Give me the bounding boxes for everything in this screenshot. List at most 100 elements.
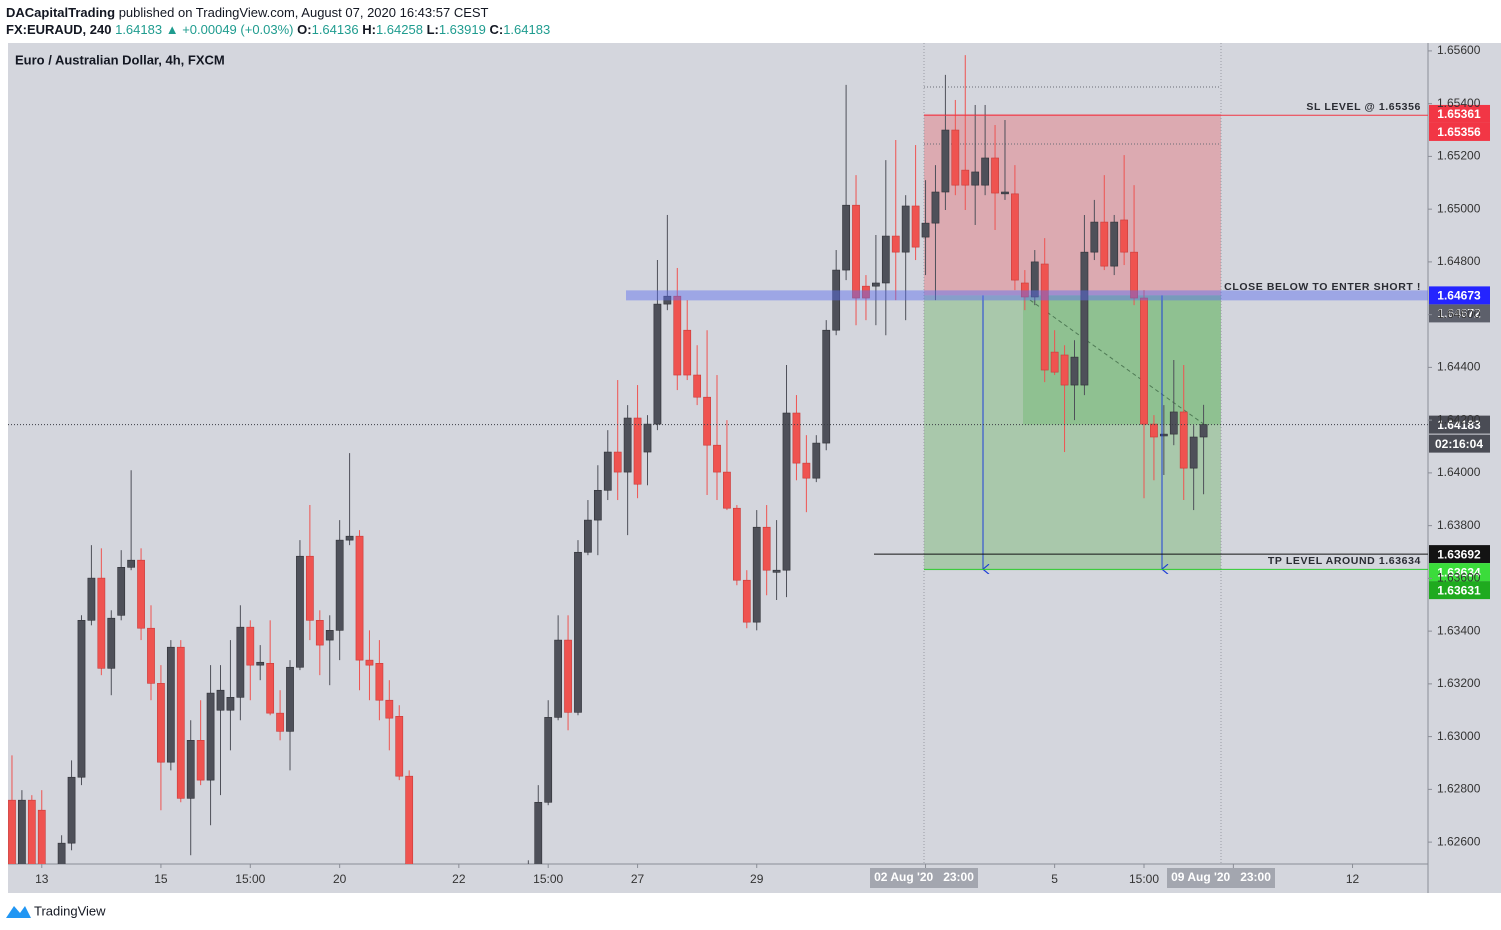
candle-body	[971, 171, 980, 186]
candle-body	[1040, 263, 1049, 371]
x-tick-label: 5	[1051, 872, 1058, 886]
y-tick-label: 1.63400	[1437, 623, 1481, 637]
candle-body	[1060, 354, 1069, 386]
candle-body	[216, 689, 225, 711]
candle-body	[931, 191, 940, 224]
candle-body	[127, 559, 136, 568]
candle-body	[305, 555, 314, 621]
candle-body	[147, 627, 155, 684]
y-tick-label: 1.65200	[1437, 149, 1481, 163]
price-tag	[1429, 122, 1490, 141]
y-tick-label: 1.65600	[1437, 43, 1481, 57]
stop-zone	[924, 113, 1221, 296]
x-tick-label: 15:00	[1129, 872, 1159, 886]
author: DACapitalTrading	[6, 5, 116, 20]
candle-body	[335, 539, 344, 631]
ohlc-value: 1.64183	[503, 22, 551, 37]
chart-title: Euro / Australian Dollar, 4h, FXCM	[15, 52, 225, 67]
candle-body	[286, 666, 294, 732]
candle-body	[832, 269, 841, 331]
candle-body	[176, 646, 185, 799]
change: ▲ +0.00049 (+0.03%)	[165, 22, 294, 37]
y-tick-label: 1.64000	[1437, 465, 1481, 479]
y-tick-label: 1.63000	[1437, 729, 1481, 743]
candle-body	[891, 235, 900, 253]
candle-body	[752, 526, 761, 623]
ohlc-key: L:	[426, 22, 439, 37]
candle-body	[57, 842, 66, 864]
candle-body	[554, 639, 563, 718]
zones	[923, 43, 1222, 864]
y-tick-label: 1.64400	[1437, 360, 1481, 374]
candle-body	[782, 412, 791, 571]
candle-body	[37, 809, 46, 864]
price-tag	[1429, 563, 1490, 582]
candle-body	[1159, 433, 1168, 437]
candle-body	[633, 417, 642, 485]
candle-body	[643, 423, 652, 453]
ohlc-value: 1.63919	[438, 22, 486, 37]
candle-body	[395, 716, 404, 777]
candle-body	[762, 526, 771, 571]
candle-body	[544, 717, 553, 803]
candle-body	[405, 775, 414, 864]
candle-body	[593, 489, 602, 521]
candle-body	[842, 204, 850, 271]
candle-body	[683, 329, 692, 376]
candle-body	[812, 442, 821, 479]
price-tag-label: 1.65361	[1437, 107, 1481, 121]
candle-body	[1001, 191, 1009, 195]
header: DACapitalTrading published on TradingVie…	[6, 4, 550, 38]
price-tag-label: 1.64183	[1437, 418, 1481, 432]
candle-body	[742, 579, 751, 623]
candle-body	[107, 617, 116, 669]
candle-body	[1070, 356, 1079, 386]
y-tick-label: 1.65400	[1437, 96, 1481, 110]
x-tick-label: 20	[333, 872, 347, 886]
price-tag	[1429, 545, 1490, 564]
footer-bg	[0, 893, 1501, 930]
candle-body	[236, 626, 245, 698]
candle-body	[87, 577, 96, 621]
candle-body	[1050, 351, 1059, 373]
candle-body	[1189, 436, 1198, 469]
candle-body	[951, 129, 960, 186]
candle-body	[623, 417, 632, 473]
time-box-label: 02 Aug '20 23:00	[874, 870, 974, 884]
x-tick-label: 27	[631, 872, 645, 886]
candle-body	[981, 157, 989, 186]
candle-body	[613, 451, 622, 473]
levels: 1.65361 1.65356 1.64673 1.64672 1.64183 02:16…	[8, 101, 1490, 600]
candle-body	[355, 535, 364, 661]
candle-body	[1169, 411, 1178, 435]
y-tick-label: 1.63600	[1437, 571, 1481, 585]
candle-body	[1090, 221, 1099, 253]
y-tick-label: 1.64800	[1437, 254, 1481, 268]
y-tick-label: 1.62800	[1437, 782, 1481, 796]
candle-body	[8, 799, 16, 864]
candle-body	[862, 285, 870, 299]
price-axis-bg	[1428, 43, 1501, 893]
y-tick-label: 1.65000	[1437, 201, 1481, 215]
candle-body	[673, 295, 682, 376]
candle-body	[732, 507, 741, 581]
candle-body	[653, 303, 662, 425]
candle-body	[991, 157, 999, 194]
countdown-tag	[1429, 434, 1490, 453]
y-tick-label: 1.63800	[1437, 518, 1481, 532]
published: published on TradingView.com, August 07,…	[118, 5, 489, 20]
price-tag	[1429, 304, 1490, 323]
candle-body	[325, 630, 334, 641]
header-bg	[0, 0, 1501, 43]
y-tick-label: 1.62600	[1437, 834, 1481, 848]
candle-body	[564, 639, 572, 713]
candle-body	[534, 801, 543, 864]
candle-body	[792, 412, 801, 464]
annotation: CLOSE BELOW TO ENTER SHORT !	[1224, 281, 1421, 293]
header-line-1: DACapitalTrading published on TradingVie…	[6, 4, 550, 21]
candle-body	[137, 559, 145, 629]
candle-body	[246, 626, 255, 666]
header-line-2: FX:EURAUD, 240 1.64183 ▲ +0.00049 (+0.03…	[6, 21, 550, 38]
